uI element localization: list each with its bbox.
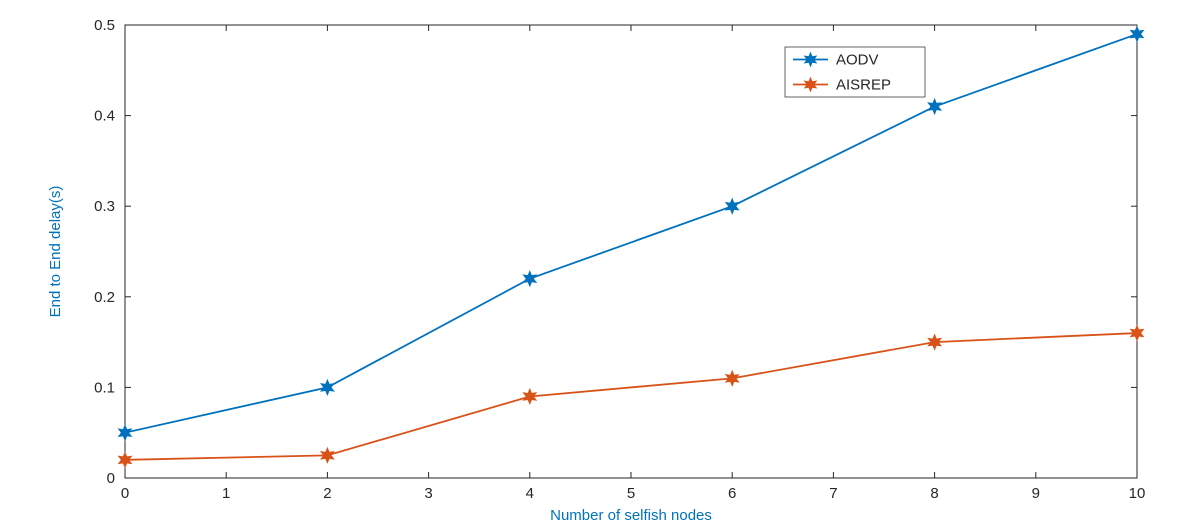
y-tick-label: 0 — [107, 470, 115, 487]
x-tick-label: 5 — [627, 485, 635, 502]
x-tick-label: 6 — [728, 485, 736, 502]
x-tick-label: 8 — [930, 485, 938, 502]
legend-label-aisrep: AISREP — [836, 77, 891, 94]
x-tick-label: 9 — [1032, 485, 1040, 502]
x-tick-label: 1 — [222, 485, 230, 502]
x-axis-label: Number of selfish nodes — [550, 507, 712, 524]
x-tick-label: 10 — [1129, 485, 1146, 502]
y-tick-label: 0.5 — [94, 17, 115, 34]
x-tick-label: 3 — [424, 485, 432, 502]
x-tick-label: 7 — [829, 485, 837, 502]
y-tick-label: 0.4 — [94, 108, 115, 125]
y-tick-label: 0.3 — [94, 198, 115, 215]
y-tick-label: 0.2 — [94, 289, 115, 306]
y-tick-label: 0.1 — [94, 379, 115, 396]
legend-label-aodv: AODV — [836, 52, 879, 69]
x-tick-label: 4 — [526, 485, 534, 502]
chart-container: 0 1 2 3 4 5 6 7 8 9 10 Number of selfish nodes 0 0.1 0… — [0, 0, 1184, 529]
y-axis-label: End to End delay(s) — [47, 186, 64, 318]
chart-bg — [0, 0, 1184, 529]
x-tick-label: 0 — [121, 485, 129, 502]
x-tick-label: 2 — [323, 485, 331, 502]
chart-svg: 0 1 2 3 4 5 6 7 8 9 10 Number of selfish nodes 0 0.1 0… — [0, 0, 1184, 529]
